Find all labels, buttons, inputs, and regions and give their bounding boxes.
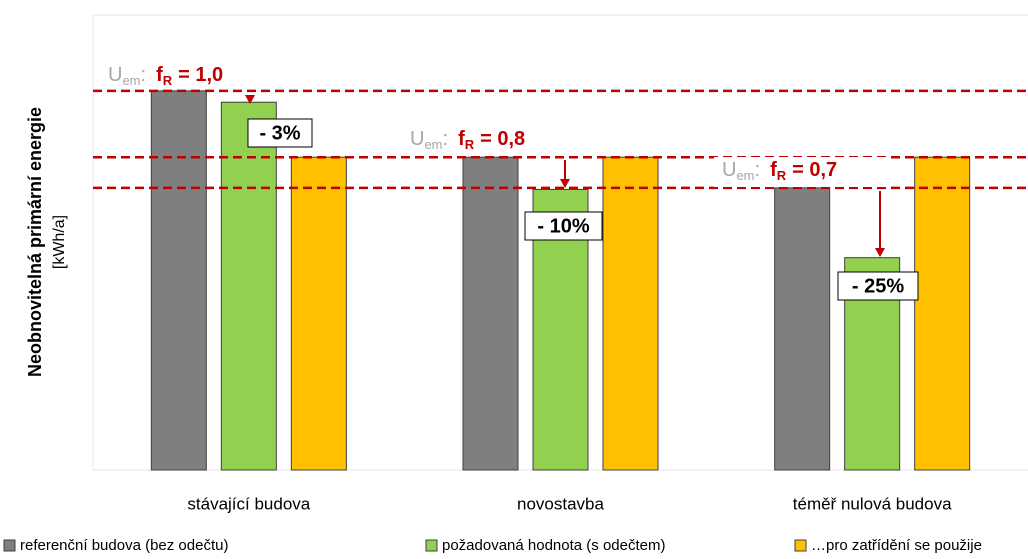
u-symbol: U: [410, 128, 424, 150]
bar: [462, 156, 519, 471]
legend-swatch: [3, 539, 16, 552]
f-subscript: R: [777, 168, 787, 183]
legend-label: …pro zatřídění se použije: [811, 537, 982, 554]
legend-swatch: [425, 539, 438, 552]
annotation-label: Uem: fR = 1,0: [108, 64, 223, 88]
arrow-head: [875, 248, 885, 257]
u-symbol: U: [108, 64, 122, 86]
f-symbol: f: [156, 64, 163, 86]
annotation-label: Uem: fR = 0,8: [410, 128, 525, 152]
change-box: [837, 271, 919, 301]
ratio: = 0,7: [792, 159, 837, 181]
legend-swatch: [794, 539, 807, 552]
bar: [602, 156, 659, 471]
f-subscript: R: [163, 73, 173, 88]
y-axis-unit: [kWh/a]: [51, 215, 68, 269]
u-subscript: em: [424, 137, 442, 152]
x-tick-label: novostavba: [517, 494, 604, 513]
separator: :: [141, 64, 147, 86]
change-label: - 3%: [259, 122, 300, 144]
change-label: - 10%: [537, 215, 589, 237]
bar: [774, 187, 831, 471]
bar: [220, 101, 277, 471]
arrow-head: [245, 95, 255, 104]
change-label: - 25%: [852, 275, 904, 297]
f-subscript: R: [465, 137, 475, 152]
bar: [290, 156, 347, 471]
bar: [150, 90, 207, 471]
f-symbol: f: [770, 159, 777, 181]
change-box: [524, 211, 603, 241]
separator: :: [443, 128, 449, 150]
legend-label: referenční budova (bez odečtu): [20, 537, 228, 554]
ratio: = 1,0: [178, 64, 223, 86]
legend-label: požadovaná hodnota (s odečtem): [442, 537, 665, 554]
change-box: [247, 118, 313, 148]
annotation-label: Uem: fR = 0,7: [722, 159, 837, 183]
u-subscript: em: [736, 168, 754, 183]
f-symbol: f: [458, 128, 465, 150]
label-background: [714, 157, 889, 187]
ratio: = 0,8: [480, 128, 525, 150]
u-symbol: U: [722, 159, 736, 181]
bar: [914, 156, 971, 471]
separator: :: [755, 159, 761, 181]
arrow-head: [560, 179, 570, 188]
y-axis-label: Neobnovitelná primární energie: [25, 107, 45, 377]
x-tick-label: stávající budova: [187, 494, 310, 513]
x-tick-label: téměř nulová budova: [793, 494, 952, 513]
u-subscript: em: [122, 73, 140, 88]
